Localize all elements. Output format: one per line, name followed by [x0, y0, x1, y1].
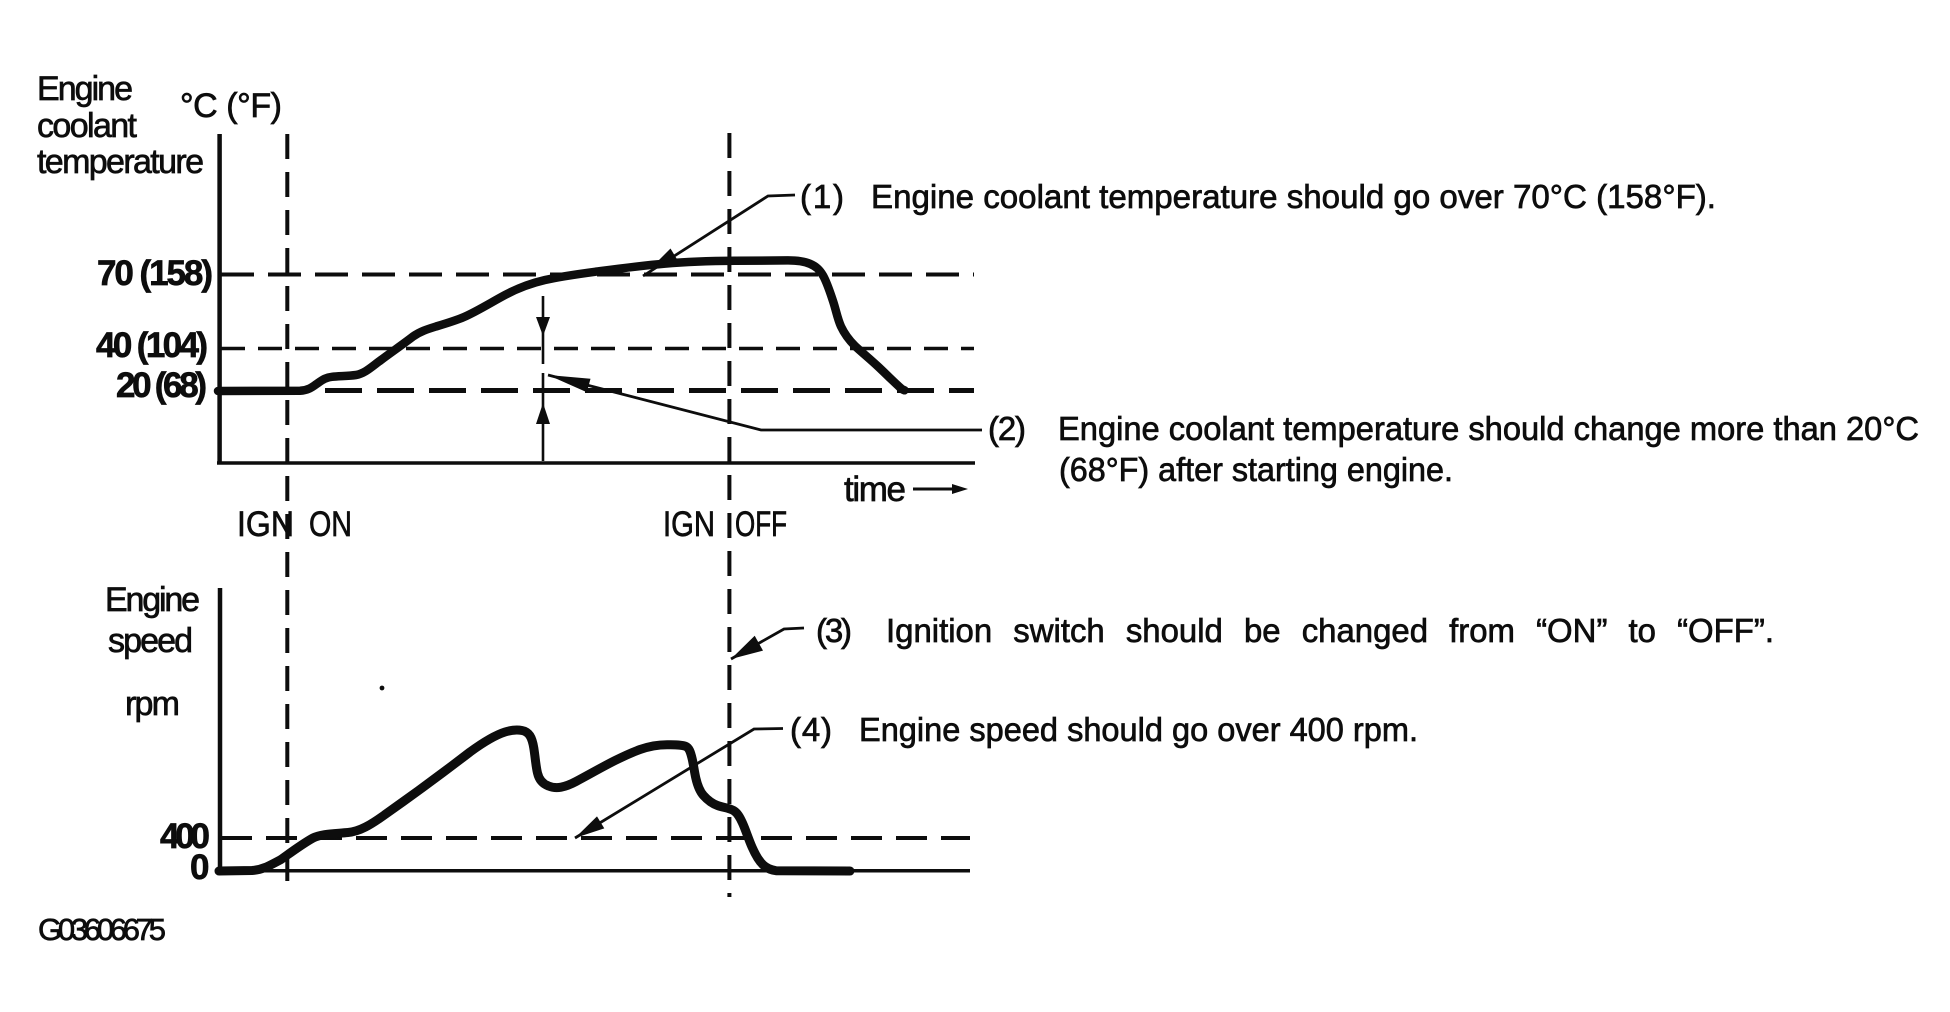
svg-text:time: time [844, 470, 906, 509]
svg-text:IGN: IGN [663, 505, 715, 544]
svg-text:(68°F) after starting engine.: (68°F) after starting engine. [1059, 451, 1453, 488]
svg-text:Engine speed should go over 40: Engine speed should go over 400 rpm. [859, 711, 1418, 748]
svg-text:OFF: OFF [735, 505, 787, 544]
svg-text:20 (68): 20 (68) [116, 366, 207, 405]
svg-text:400: 400 [160, 817, 210, 856]
svg-text:°C (°F): °C (°F) [180, 87, 282, 125]
svg-text:40 (104): 40 (104) [96, 326, 208, 365]
svg-text:(2): (2) [988, 410, 1026, 447]
svg-text:Ignition switch should be chan: Ignition switch should be changed from “… [886, 612, 1774, 649]
svg-text:Engine coolant temperature sho: Engine coolant temperature should change… [1058, 410, 1919, 447]
svg-text:coolant: coolant [37, 107, 138, 145]
svg-text:IGN: IGN [237, 505, 294, 544]
svg-text:70 (158): 70 (158) [97, 254, 213, 293]
svg-text:(4): (4) [790, 711, 832, 748]
svg-text:temperature: temperature [37, 143, 204, 181]
svg-text:G03606675: G03606675 [38, 912, 166, 947]
svg-text:rpm: rpm [125, 685, 180, 723]
svg-text:(1): (1) [800, 178, 844, 215]
svg-text:(3): (3) [816, 612, 852, 649]
svg-text:0: 0 [190, 848, 209, 887]
svg-text:Engine: Engine [37, 70, 133, 108]
svg-text:speed: speed [108, 622, 193, 660]
svg-text:Engine coolant temperature sho: Engine coolant temperature should go ove… [871, 178, 1716, 215]
svg-text:Engine: Engine [105, 581, 200, 619]
svg-text:ON: ON [309, 505, 352, 544]
